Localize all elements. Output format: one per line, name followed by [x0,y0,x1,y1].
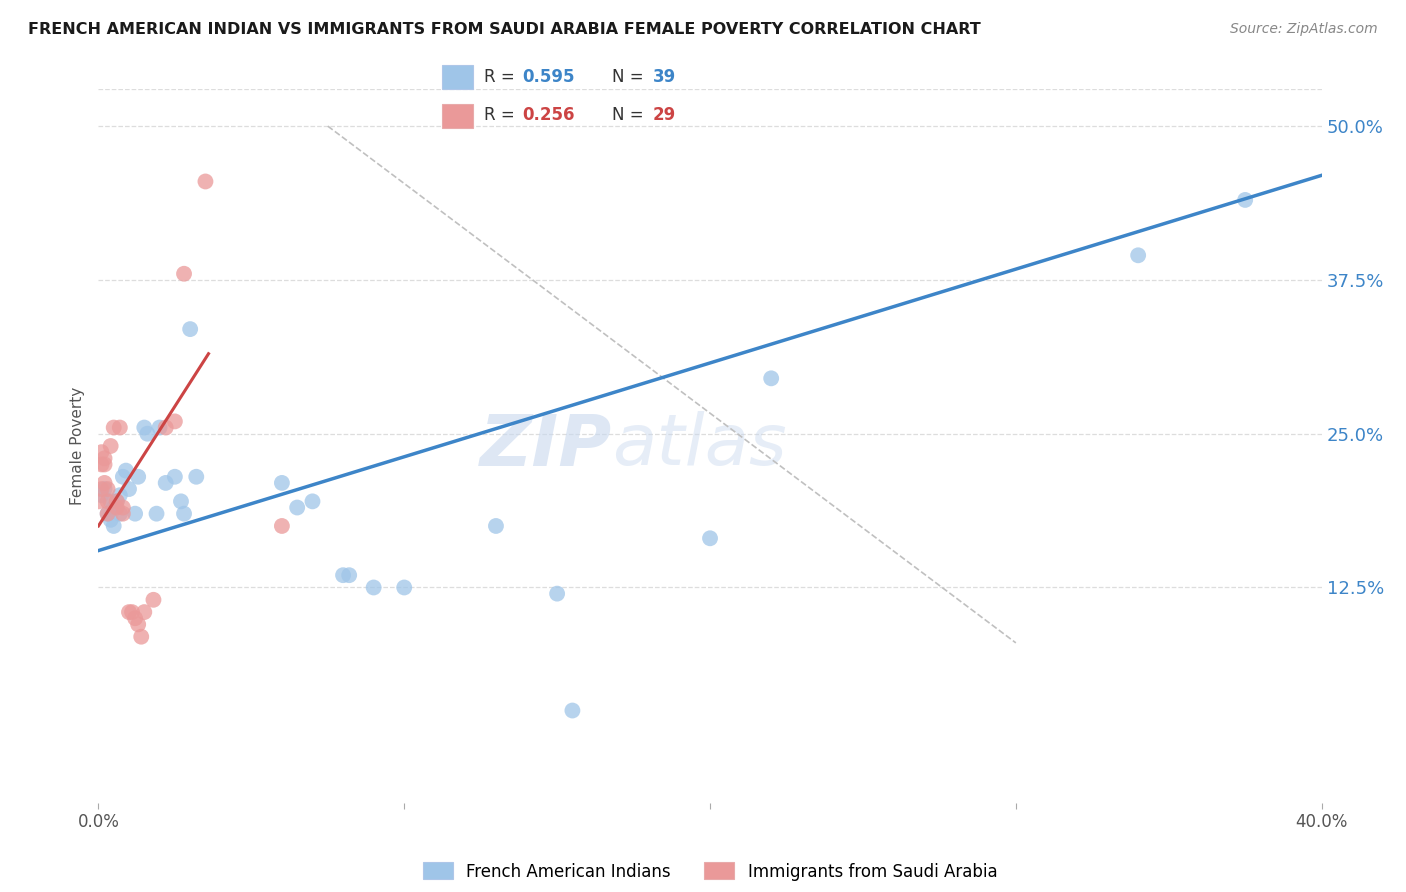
Point [127,617,149,632]
Point [270,475,292,490]
Point [285,500,308,515]
Point [142,592,165,607]
Point [103,500,125,515]
Text: 0.595: 0.595 [523,69,575,87]
Point [90,482,112,496]
Point [173,507,195,521]
Point [100,494,122,508]
Point [111,469,134,483]
Point [121,605,143,619]
Point [90,458,112,472]
Point [163,414,186,428]
Point [97,482,120,496]
Point [105,500,128,515]
Text: 39: 39 [652,69,676,87]
Point [118,605,141,619]
Point [100,513,122,527]
Point [363,581,385,595]
Point [93,458,115,472]
Point [105,494,128,508]
Point [97,494,120,508]
Point [90,488,112,502]
Point [105,494,128,508]
Bar [441,65,472,89]
Point [1234,193,1257,207]
Point [134,420,156,434]
Point [155,420,177,434]
Text: N =: N = [612,106,650,124]
Point [136,426,159,441]
Text: 0.256: 0.256 [523,106,575,124]
Point [127,469,149,483]
Point [118,482,141,496]
Text: 29: 29 [652,106,676,124]
Point [108,507,131,521]
Point [546,587,568,601]
Point [699,531,721,545]
Point [145,507,167,521]
Point [115,464,138,478]
Point [134,605,156,619]
Point [561,704,583,718]
Point [194,174,217,188]
Point [87,494,110,508]
Point [332,568,354,582]
Point [186,469,208,483]
Point [93,475,115,490]
Point [108,420,131,434]
Y-axis label: Female Poverty: Female Poverty [70,387,86,505]
Point [485,519,508,533]
Point [392,581,416,595]
Point [103,519,125,533]
Text: FRENCH AMERICAN INDIAN VS IMMIGRANTS FROM SAUDI ARABIA FEMALE POVERTY CORRELATIO: FRENCH AMERICAN INDIAN VS IMMIGRANTS FRO… [28,22,981,37]
Text: R =: R = [484,106,520,124]
Point [108,488,131,502]
Point [179,322,201,336]
Point [149,420,172,434]
Text: R =: R = [484,69,520,87]
Text: N =: N = [612,69,650,87]
Point [1128,248,1150,262]
Point [301,494,323,508]
Text: atlas: atlas [612,411,787,481]
Point [124,611,146,625]
Point [93,451,115,466]
Point [97,507,120,521]
Point [90,445,112,459]
Point [173,267,195,281]
Point [103,420,125,434]
Text: Source: ZipAtlas.com: Source: ZipAtlas.com [1230,22,1378,37]
Point [100,439,122,453]
Point [170,494,193,508]
Legend: French American Indians, Immigrants from Saudi Arabia: French American Indians, Immigrants from… [416,855,1004,888]
Bar [441,104,472,128]
Point [270,519,292,533]
Point [111,500,134,515]
Point [337,568,360,582]
Point [163,469,186,483]
Point [111,507,134,521]
Point [93,482,115,496]
Point [129,630,152,644]
Text: ZIP: ZIP [479,411,612,481]
Point [97,507,120,521]
Point [124,507,146,521]
Point [155,475,177,490]
Point [759,371,782,385]
